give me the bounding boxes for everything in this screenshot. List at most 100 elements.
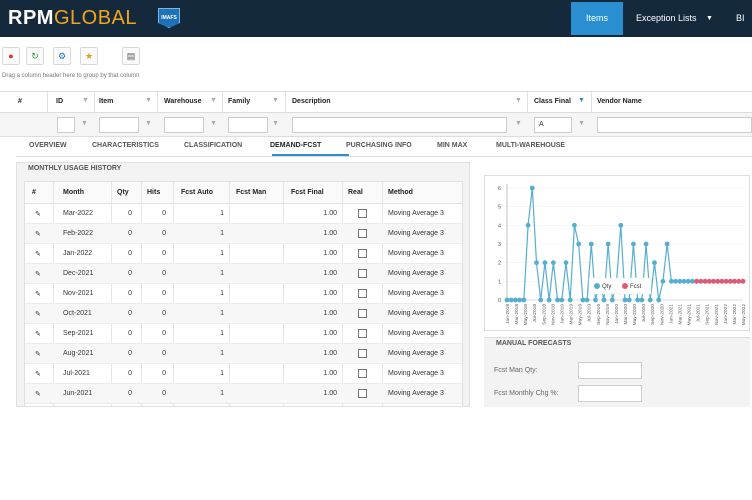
table-row[interactable]: ✎ Aug-2021 0 0 1 1.00 Moving Average 3 — [25, 344, 462, 364]
uh-qty[interactable]: Qty — [117, 189, 129, 196]
table-row[interactable]: ✎ Nov-2021 0 0 1 1.00 Moving Average 3 — [25, 284, 462, 304]
filter-icon[interactable]: ▼ — [272, 120, 279, 127]
filter-icon[interactable]: ▼ — [145, 120, 152, 127]
filter-icon[interactable]: ▼ — [145, 97, 152, 104]
real-checkbox[interactable] — [358, 289, 367, 298]
nav-exception-lists[interactable]: Exception Lists — [636, 13, 697, 23]
delete-icon[interactable]: ● — [2, 47, 20, 65]
table-row[interactable]: ✎ Jun-2021 0 0 1 1.00 Moving Average 3 — [25, 384, 462, 404]
vendor-name-filter-input[interactable] — [597, 117, 752, 133]
col-family[interactable]: Family — [228, 98, 251, 105]
table-row[interactable]: ✎ Mar-2022 0 0 1 1.00 Moving Average 3 — [25, 204, 462, 224]
col-class-final[interactable]: Class Final — [534, 98, 571, 105]
class-final-filter-input[interactable]: A — [534, 117, 572, 133]
edit-pencil-icon[interactable]: ✎ — [35, 371, 41, 378]
real-checkbox[interactable] — [358, 209, 367, 218]
tab-classification[interactable]: CLASSIFICATION — [184, 142, 243, 149]
nav-items-tab[interactable]: Items — [571, 2, 623, 35]
cell-month: Dec-2021 — [63, 270, 94, 277]
nav-bi[interactable]: BI — [736, 13, 745, 23]
col-description[interactable]: Description — [292, 98, 331, 105]
cell-method: Moving Average 3 — [388, 250, 444, 257]
real-checkbox[interactable] — [358, 369, 367, 378]
edit-pencil-icon[interactable]: ✎ — [35, 291, 41, 298]
x-tick-label: Nov-2019 — [605, 304, 611, 325]
col-vendor-name[interactable]: Vendor Name — [597, 98, 642, 105]
id-filter-input[interactable] — [57, 117, 75, 133]
edit-pencil-icon[interactable]: ✎ — [35, 211, 41, 218]
real-checkbox[interactable] — [358, 309, 367, 318]
real-checkbox[interactable] — [358, 249, 367, 258]
tab-overview[interactable]: OVERVIEW — [29, 142, 67, 149]
data-point-fcst — [727, 278, 733, 284]
chevron-down-icon[interactable]: ▼ — [706, 15, 713, 22]
filter-active-icon[interactable]: ▼ — [578, 97, 585, 104]
cell-month: Mar-2022 — [63, 210, 93, 217]
edit-pencil-icon[interactable]: ✎ — [35, 391, 41, 398]
edit-pencil-icon[interactable]: ✎ — [35, 311, 41, 318]
filter-icon[interactable]: ▼ — [578, 120, 585, 127]
filter-icon[interactable]: ▼ — [210, 120, 217, 127]
data-point-qty — [647, 297, 653, 303]
uh-fcst-final[interactable]: Fcst Final — [291, 189, 324, 196]
family-filter-input[interactable] — [228, 117, 268, 133]
favorite-icon[interactable]: ★ — [80, 47, 98, 65]
uh-month[interactable]: Month — [63, 189, 84, 196]
cell-fcst-final: 1.00 — [323, 350, 337, 357]
table-row[interactable]: ✎ Feb-2022 0 0 1 1.00 Moving Average 3 — [25, 224, 462, 244]
tab-characteristics[interactable]: CHARACTERISTICS — [92, 142, 159, 149]
cell-qty: 0 — [128, 390, 132, 397]
table-row[interactable]: ✎ Sep-2021 0 0 1 1.00 Moving Average 3 — [25, 324, 462, 344]
tab-demand-fcst[interactable]: DEMAND-FCST — [270, 142, 322, 149]
tab-purchasing-info[interactable]: PURCHASING INFO — [346, 142, 412, 149]
filter-icon[interactable]: ▼ — [82, 97, 89, 104]
item-filter-input[interactable] — [99, 117, 139, 133]
col-warehouse[interactable]: Warehouse — [164, 98, 202, 105]
edit-pencil-icon[interactable]: ✎ — [35, 351, 41, 358]
uh-fcst-auto[interactable]: Fcst Auto — [181, 189, 214, 196]
rpm-global-logo: RPMGLOBAL — [8, 7, 137, 29]
description-filter-input[interactable] — [292, 117, 507, 133]
filter-icon[interactable]: ▼ — [515, 97, 522, 104]
cell-method: Moving Average 3 — [388, 370, 444, 377]
fcst-man-qty-input[interactable] — [578, 362, 642, 379]
cell-month: Sep-2021 — [63, 330, 94, 337]
edit-pencil-icon[interactable]: ✎ — [35, 231, 41, 238]
real-checkbox[interactable] — [358, 329, 367, 338]
filter-icon[interactable]: ▼ — [81, 120, 88, 127]
edit-pencil-icon[interactable]: ✎ — [35, 331, 41, 338]
real-checkbox[interactable] — [358, 349, 367, 358]
col-item[interactable]: Item — [99, 98, 114, 105]
real-checkbox[interactable] — [358, 269, 367, 278]
fcst-monthly-chg-input[interactable] — [578, 385, 642, 402]
col-hash[interactable]: # — [18, 98, 22, 105]
edit-pencil-icon[interactable]: ✎ — [35, 271, 41, 278]
cell-fcst-auto: 1 — [220, 390, 224, 397]
edit-pencil-icon[interactable]: ✎ — [35, 251, 41, 258]
uh-fcst-man[interactable]: Fcst Man — [236, 189, 267, 196]
table-row[interactable]: ✎ Dec-2021 0 0 1 1.00 Moving Average 3 — [25, 264, 462, 284]
cell-fcst-final: 1.00 — [323, 310, 337, 317]
uh-hits[interactable]: Hits — [147, 189, 161, 196]
table-row[interactable]: ✎ Jan-2022 0 0 1 1.00 Moving Average 3 — [25, 244, 462, 264]
real-checkbox[interactable] — [358, 229, 367, 238]
table-row[interactable]: ✎ Oct-2021 0 0 1 1.00 Moving Average 3 — [25, 304, 462, 324]
filter-icon[interactable]: ▼ — [515, 120, 522, 127]
warehouse-filter-input[interactable] — [164, 117, 204, 133]
settings-icon[interactable]: ⚙ — [53, 47, 71, 65]
col-id[interactable]: ID — [56, 98, 63, 105]
uh-hash[interactable]: # — [32, 189, 36, 196]
cell-method: Moving Average 3 — [388, 230, 444, 237]
uh-real[interactable]: Real — [348, 189, 363, 196]
filter-icon[interactable]: ▼ — [272, 97, 279, 104]
uh-method[interactable]: Method — [388, 189, 413, 196]
data-point-fcst — [698, 278, 704, 284]
tab-multi-warehouse[interactable]: MULTI-WAREHOUSE — [496, 142, 566, 149]
real-checkbox[interactable] — [358, 389, 367, 398]
filter-icon[interactable]: ▼ — [210, 97, 217, 104]
cell-qty: 0 — [128, 350, 132, 357]
report-icon[interactable]: ▤ — [122, 47, 140, 65]
table-row[interactable]: ✎ Jul-2021 0 0 1 1.00 Moving Average 3 — [25, 364, 462, 384]
tab-min-max[interactable]: MIN MAX — [437, 142, 468, 149]
refresh-icon[interactable]: ↻ — [26, 47, 44, 65]
